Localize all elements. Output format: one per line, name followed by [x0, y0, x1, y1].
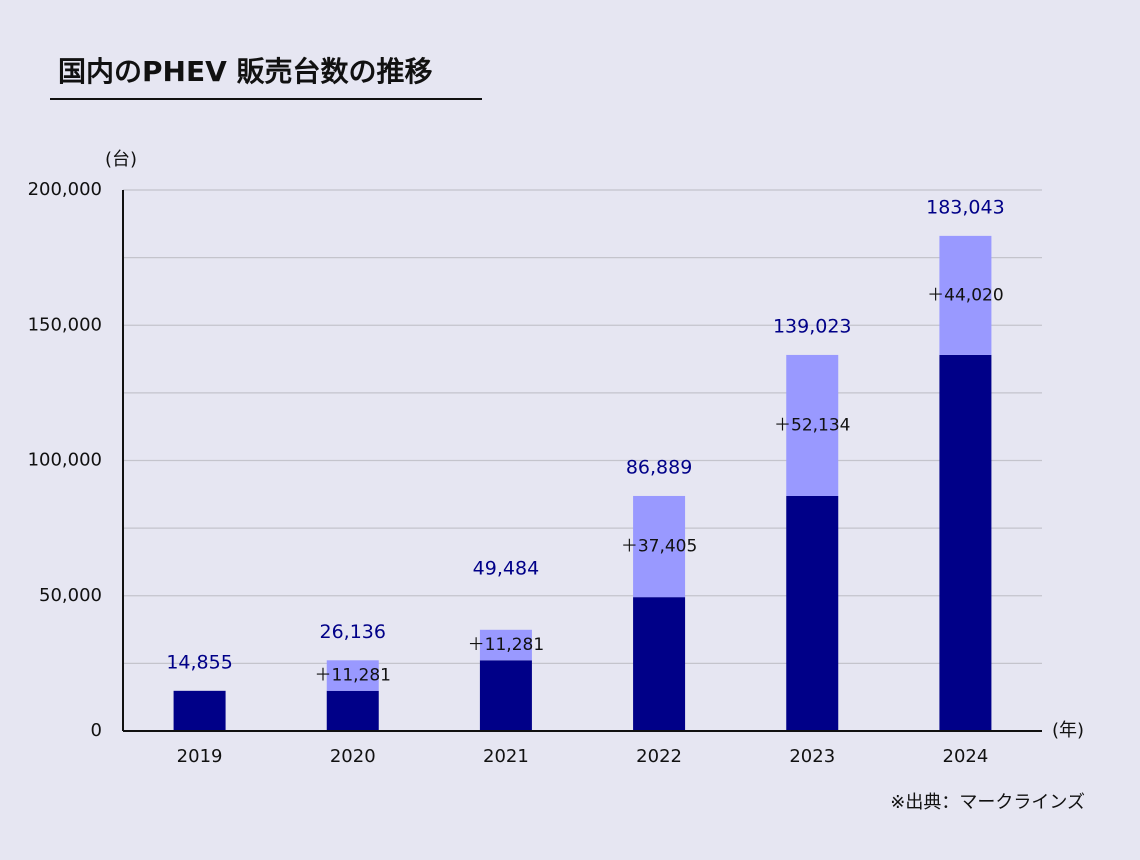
x-tick-label: 2024 — [943, 746, 989, 767]
bar-segment — [786, 354, 839, 496]
segment-label: ＋37,405 — [621, 537, 697, 557]
total-label: 183,043 — [926, 196, 1005, 218]
bar-segment — [786, 495, 839, 731]
x-unit: (年) — [1052, 720, 1084, 741]
segment-label: ＋11,281 — [468, 635, 544, 655]
bar-segment — [326, 690, 379, 731]
bar-segment — [479, 629, 532, 661]
x-tick-label: 2022 — [636, 746, 682, 767]
x-tick-label: 2023 — [789, 746, 835, 767]
chart-title: 国内のPHEV 販売台数の推移 — [58, 55, 433, 88]
y-tick-label: 200,000 — [28, 179, 102, 200]
y-unit: (台) — [105, 149, 137, 170]
source: ※出典：マークラインズ — [890, 792, 1085, 813]
total-label: 49,484 — [473, 558, 539, 580]
total-label: 26,136 — [320, 621, 386, 643]
bar-segment — [633, 597, 686, 731]
bar-segment — [939, 235, 992, 355]
x-tick-label: 2021 — [483, 746, 529, 767]
y-tick-label: 150,000 — [28, 314, 102, 335]
y-tick-label: 50,000 — [39, 585, 102, 606]
segment-label: ＋52,134 — [774, 415, 850, 435]
segment-label: ＋11,281 — [315, 666, 391, 686]
segment-label: ＋44,020 — [927, 285, 1003, 305]
bar-segment — [326, 660, 379, 691]
bar-segment — [173, 690, 226, 731]
y-tick-label: 0 — [91, 720, 102, 741]
x-tick-label: 2020 — [330, 746, 376, 767]
total-label: 86,889 — [626, 456, 692, 478]
bar-segment — [939, 354, 992, 731]
bar-segment — [633, 495, 686, 598]
x-tick-label: 2019 — [177, 746, 223, 767]
total-label: 14,855 — [166, 651, 232, 673]
total-label: 139,023 — [773, 315, 852, 337]
y-tick-label: 100,000 — [28, 450, 102, 471]
bar-segment — [479, 660, 532, 731]
